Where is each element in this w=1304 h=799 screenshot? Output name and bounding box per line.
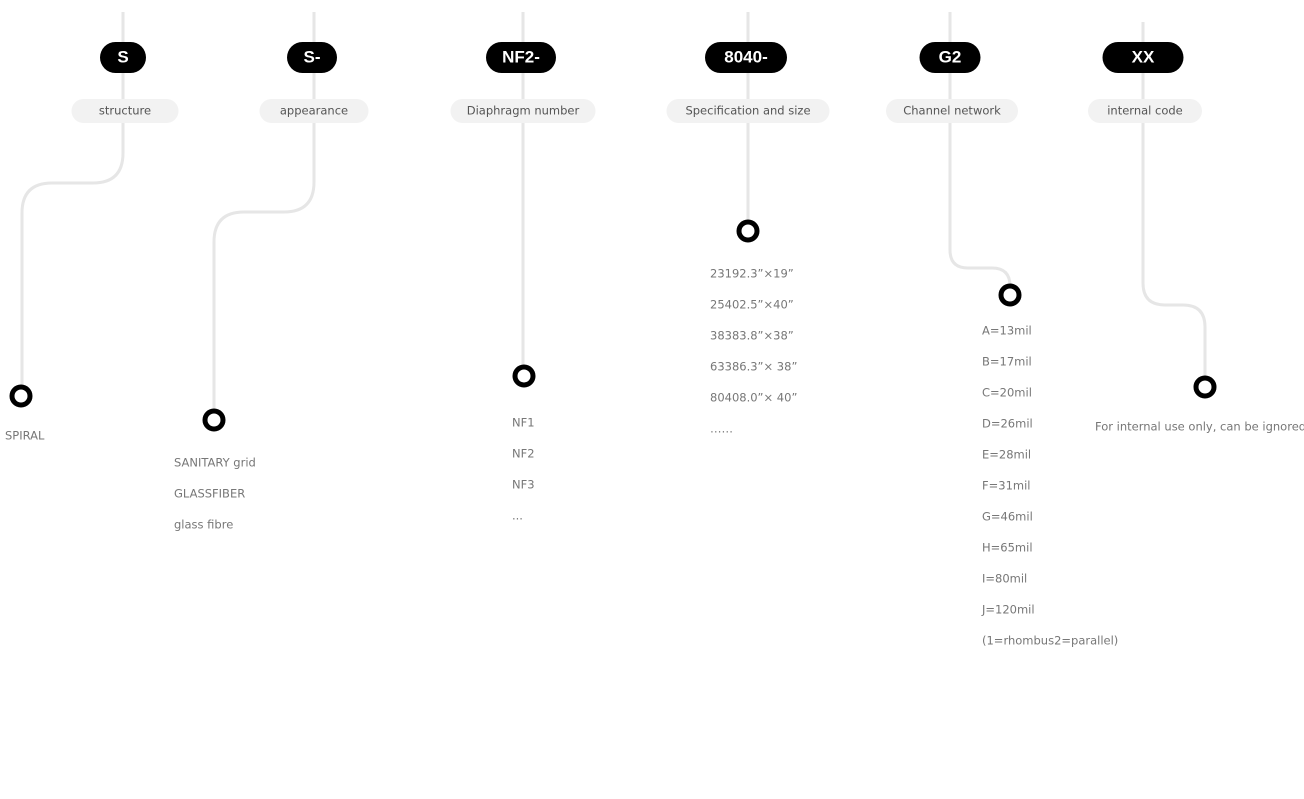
item: A=13mil bbox=[982, 324, 1032, 338]
label-pill bbox=[666, 99, 830, 123]
item: (1=rhombus2=parallel) bbox=[982, 634, 1118, 648]
label: appearance bbox=[280, 104, 348, 118]
item: SANITARY grid bbox=[174, 456, 256, 470]
code: XX bbox=[1132, 47, 1155, 66]
label-pill bbox=[259, 99, 369, 123]
label: Diaphragm number bbox=[467, 104, 580, 118]
item: GLASSFIBER bbox=[174, 487, 245, 501]
item: E=28mil bbox=[982, 448, 1031, 462]
code-pill bbox=[287, 42, 337, 73]
code-pill bbox=[919, 42, 981, 73]
code-pill bbox=[486, 42, 556, 73]
label-pill bbox=[886, 99, 1018, 123]
item: NF3 bbox=[512, 478, 535, 492]
item: 38383.8”×38” bbox=[710, 329, 794, 343]
label: Channel network bbox=[903, 104, 1001, 118]
node bbox=[202, 408, 226, 432]
code: 8040- bbox=[724, 47, 767, 66]
code-pill bbox=[705, 42, 787, 73]
label-pill bbox=[450, 99, 596, 123]
item: G=46mil bbox=[982, 510, 1033, 524]
node bbox=[9, 384, 33, 408]
item: C=20mil bbox=[982, 386, 1032, 400]
node bbox=[1193, 375, 1217, 399]
code: G2 bbox=[939, 47, 962, 66]
item: NF1 bbox=[512, 416, 535, 430]
item: H=65mil bbox=[982, 541, 1033, 555]
item: glass fibre bbox=[174, 518, 233, 532]
item: For internal use only, can be ignored bbox=[1095, 420, 1304, 434]
code: S bbox=[117, 47, 128, 66]
item: B=17mil bbox=[982, 355, 1032, 369]
item: 63386.3”× 38” bbox=[710, 360, 797, 374]
code-pill bbox=[100, 42, 146, 73]
label: structure bbox=[99, 104, 151, 118]
item: D=26mil bbox=[982, 417, 1033, 431]
code: NF2- bbox=[502, 47, 540, 66]
item: …… bbox=[710, 422, 733, 436]
code-pill bbox=[1102, 42, 1184, 73]
label-pill bbox=[71, 99, 179, 123]
connector bbox=[20, 12, 125, 396]
item: ... bbox=[512, 509, 523, 523]
item: F=31mil bbox=[982, 479, 1030, 493]
item: SPIRAL bbox=[5, 429, 45, 443]
connector bbox=[1141, 22, 1207, 387]
item: 23192.3”×19” bbox=[710, 267, 794, 281]
label: internal code bbox=[1107, 104, 1183, 118]
label: Specification and size bbox=[685, 104, 810, 118]
code: S- bbox=[304, 47, 321, 66]
item: J=120mil bbox=[981, 603, 1035, 617]
item: NF2 bbox=[512, 447, 535, 461]
node bbox=[998, 283, 1022, 307]
item: 25402.5”×40” bbox=[710, 298, 794, 312]
connector bbox=[948, 12, 1012, 295]
connector bbox=[212, 12, 316, 420]
label-pill bbox=[1088, 99, 1202, 123]
node bbox=[736, 219, 760, 243]
item: 80408.0”× 40” bbox=[710, 391, 797, 405]
item: I=80mil bbox=[982, 572, 1027, 586]
node bbox=[512, 364, 536, 388]
